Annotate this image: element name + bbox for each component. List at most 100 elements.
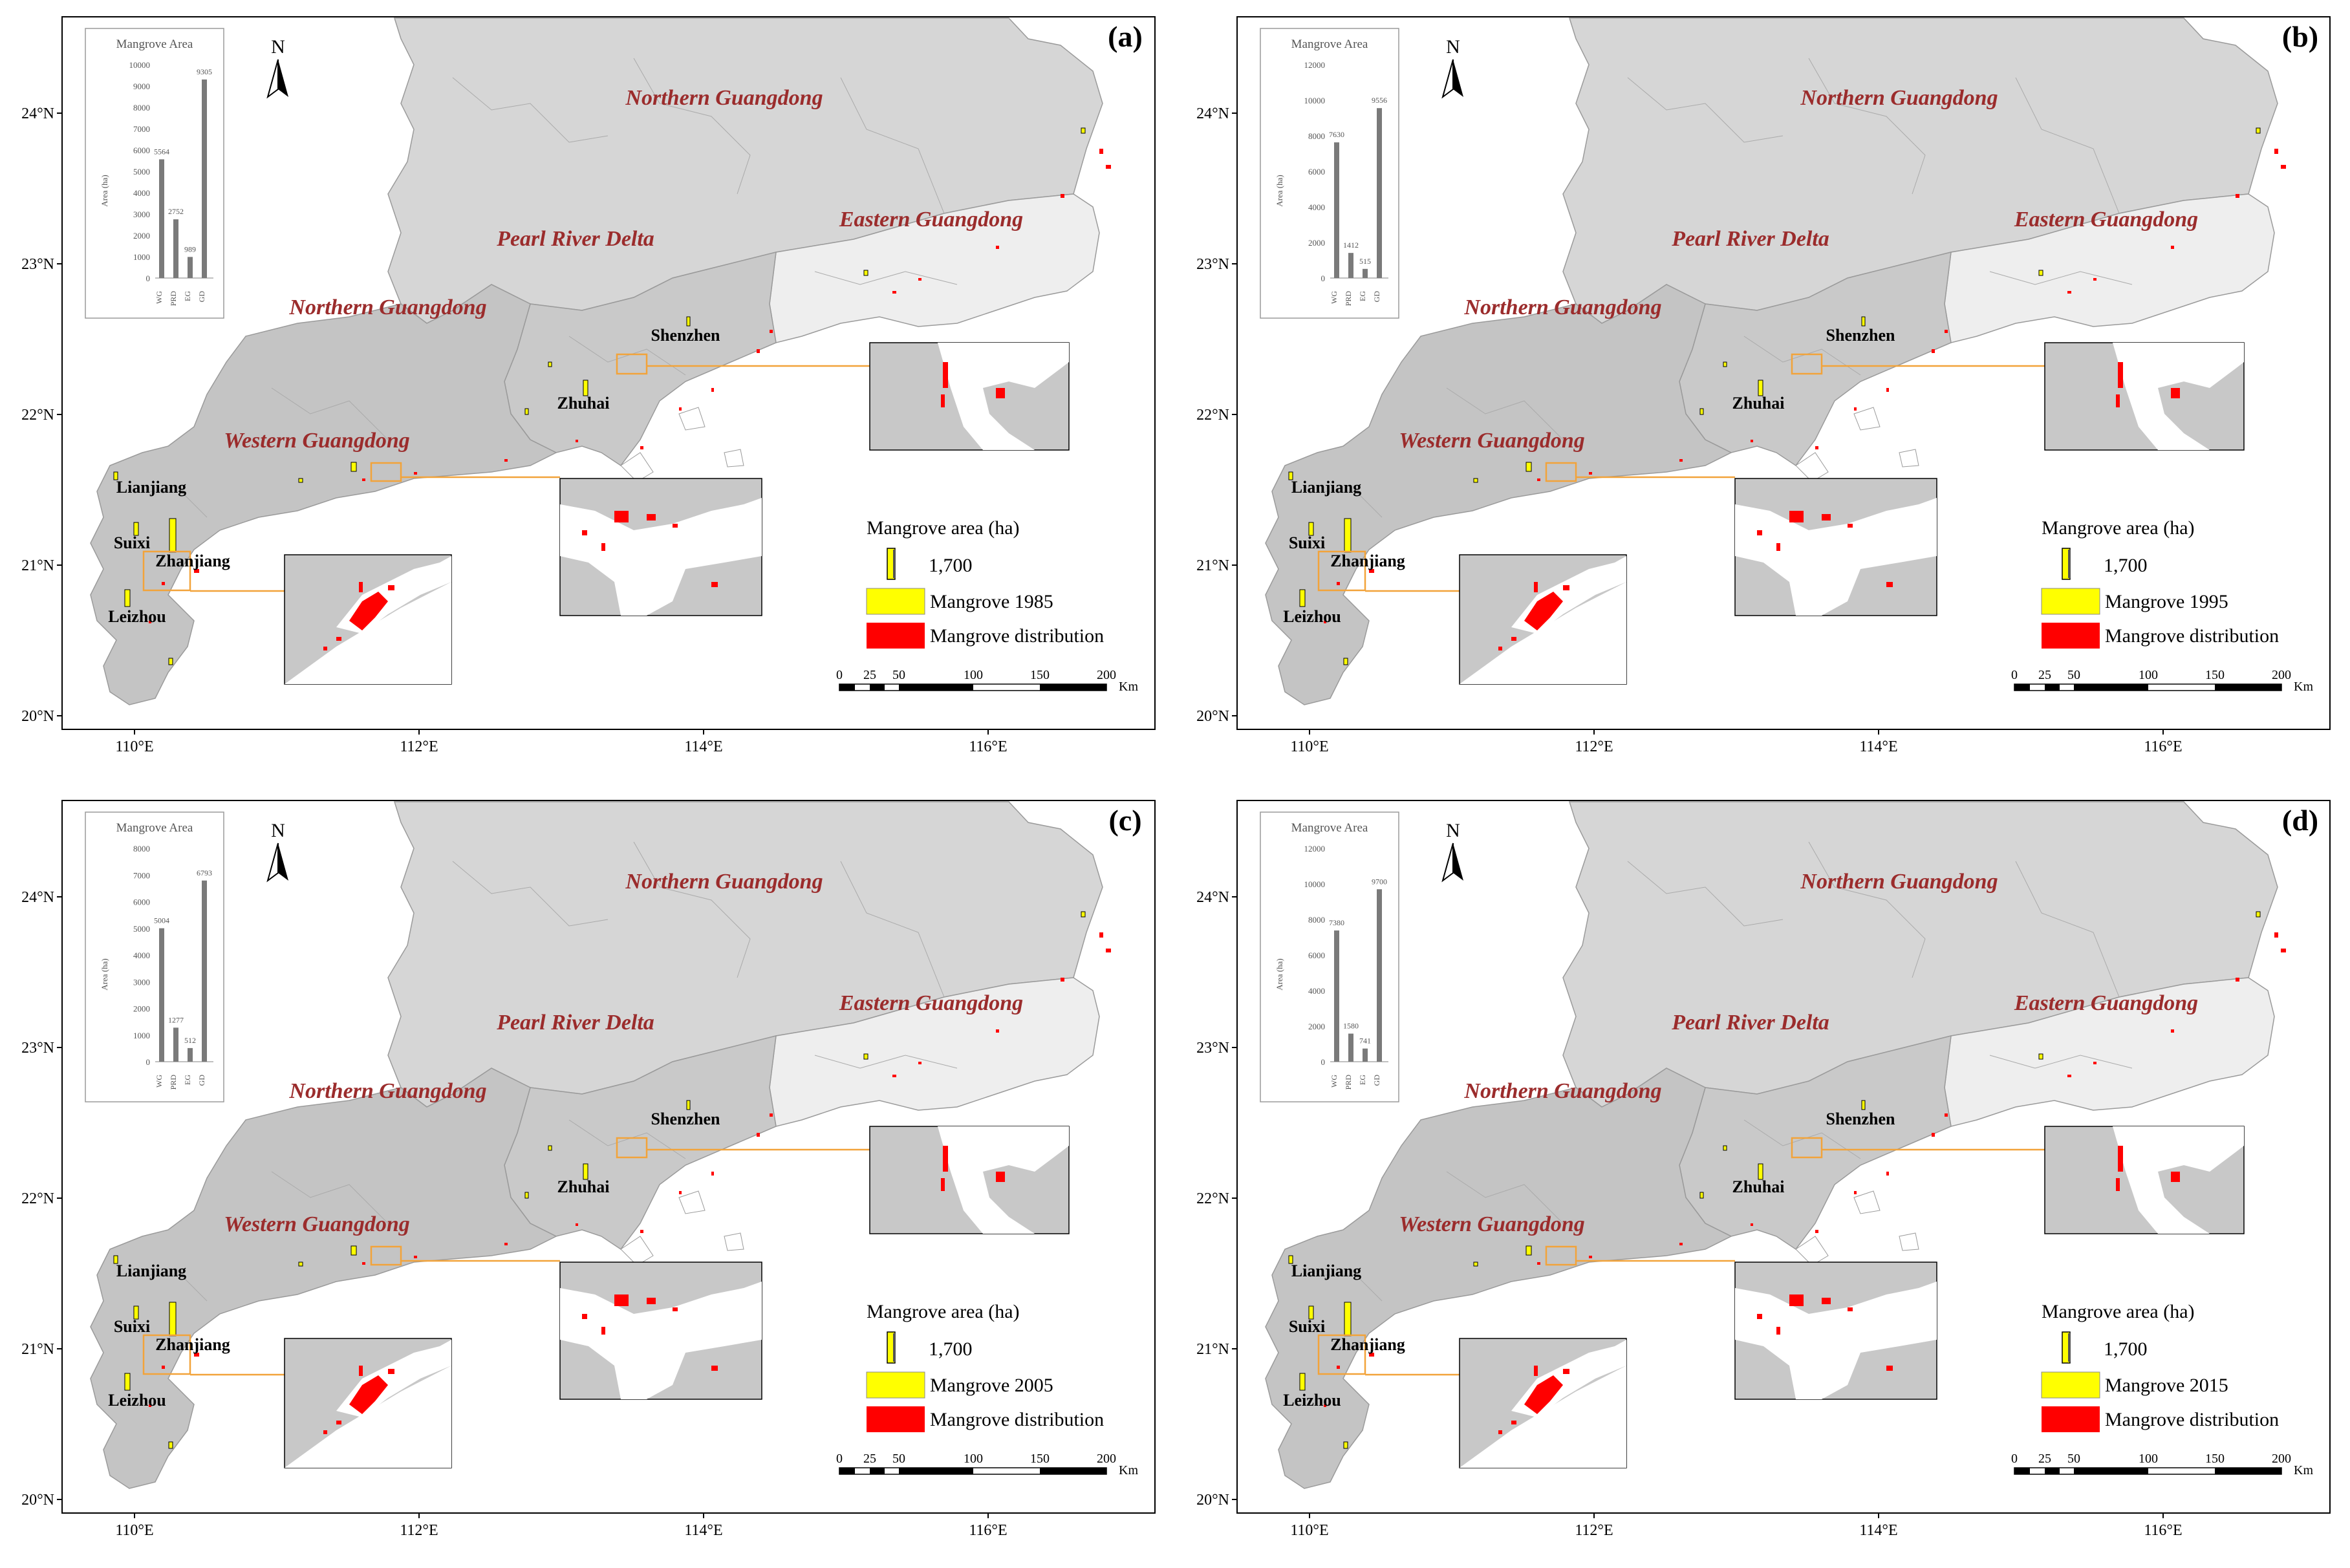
legend-year-label: Mangrove 1995 — [2105, 591, 2228, 612]
inset-chart-yticks: 0 2000 4000 6000 8000 10000 12000 — [1304, 844, 1326, 1067]
lon-label-116: 116°E — [2144, 1522, 2182, 1539]
inset-chart-ytick: 3000 — [133, 977, 150, 987]
lat-label-22: 22°N — [1196, 407, 1229, 424]
region-label-eastern: Eastern Guangdong — [839, 991, 1023, 1015]
lat-label-24: 24°N — [1196, 105, 1229, 122]
lon-label-110: 110°E — [115, 738, 153, 755]
map-legend: Mangrove area (ha) 1,700 Mangrove 1995 M… — [2041, 517, 2279, 649]
city-label-zhanjiang: Zhanjiang — [155, 552, 230, 570]
inset-chart-ytick: 2000 — [1308, 1022, 1325, 1031]
inset-chart-ytick: 4000 — [133, 950, 150, 960]
inset-chart-xlabel: PRD — [169, 291, 178, 306]
inset-chart-title: Mangrove Area — [116, 821, 193, 835]
inset-chart-bar-eg — [188, 257, 193, 278]
inset-chart-xlabel: GD — [197, 1075, 206, 1086]
lon-label-114: 114°E — [684, 1522, 722, 1539]
city-label-lianjiang: Lianjiang — [1291, 478, 1361, 497]
inset-chart-frame — [85, 28, 224, 319]
city-label-suixi: Suixi — [1289, 1317, 1325, 1336]
inset-chart-bar-value: 5004 — [154, 916, 169, 925]
city-label-shenzhen: Shenzhen — [1826, 326, 1895, 345]
region-label-northern-2: Northern Guangdong — [1463, 295, 1661, 319]
legend-distribution-label: Mangrove distribution — [2105, 625, 2279, 647]
svg-text:Km: Km — [1119, 1463, 1138, 1477]
svg-text:150: 150 — [2205, 668, 2225, 682]
inset-chart-ytick: 6000 — [133, 897, 150, 907]
legend-year-swatch — [2041, 1371, 2100, 1399]
inset-chart-bar-value: 5564 — [154, 147, 169, 156]
inset-chart-xlabel: WG — [155, 1075, 164, 1088]
mangrove-size-symbols — [1288, 127, 2261, 665]
lat-label-23: 23°N — [1196, 256, 1229, 273]
legend-title: Mangrove area (ha) — [2042, 517, 2195, 539]
svg-text:25: 25 — [2038, 1452, 2051, 1466]
inset-chart-bar-wg — [159, 928, 164, 1062]
legend-distribution-label: Mangrove distribution — [930, 1409, 1104, 1430]
region-label-eastern: Eastern Guangdong — [2014, 991, 2198, 1015]
map-panel-d: 24°N 23°N 22°N 21°N 20°N 110°E 112°E 114… — [1175, 784, 2350, 1567]
lat-label-24: 24°N — [21, 889, 54, 906]
inset-chart-bar-value: 9556 — [1372, 96, 1387, 105]
inset-chart-ytick: 1000 — [133, 1031, 150, 1040]
lat-label-22: 22°N — [1196, 1190, 1229, 1207]
lat-label-20: 20°N — [21, 708, 54, 725]
svg-text:200: 200 — [2272, 668, 2291, 682]
inset-connectors — [142, 1137, 870, 1376]
inset-chart-ytick: 5000 — [133, 167, 150, 177]
lon-label-114: 114°E — [1859, 1522, 1897, 1539]
city-label-leizhou: Leizhou — [108, 1391, 166, 1410]
mangrove-size-symbols — [113, 127, 1086, 665]
svg-text:0: 0 — [2011, 668, 2018, 682]
inset-chart-bar-eg — [1363, 1048, 1368, 1062]
inset-chart-frame — [1260, 28, 1399, 319]
svg-text:N: N — [1446, 820, 1460, 841]
inset-chart-xlabel: GD — [1372, 1075, 1381, 1086]
inset-chart-xlabel: PRD — [1344, 1075, 1353, 1090]
inset-chart-ylabel: Area (ha) — [1275, 958, 1284, 990]
inset-chart-ytick: 3000 — [133, 209, 150, 219]
coastal-mangrove-distribution — [1324, 149, 2286, 623]
inset-chart-xlabel: WG — [155, 291, 164, 304]
inset-chart-xlabel: EG — [1358, 291, 1367, 301]
inset-chart-yticks: 0 1000 2000 3000 4000 5000 6000 7000 8000 9000 100… — [129, 60, 151, 283]
city-label-leizhou: Leizhou — [108, 607, 166, 626]
city-label-zhuhai: Zhuhai — [1732, 394, 1785, 413]
svg-text:Km: Km — [2294, 1463, 2313, 1477]
inset-chart-bar-wg — [159, 159, 164, 278]
legend-distribution-swatch — [867, 623, 925, 649]
inset-chart-xlabel: GD — [1372, 291, 1381, 303]
inset-chart-xlabel: GD — [197, 291, 206, 303]
lon-label-112: 112°E — [1575, 738, 1613, 755]
inset-chart-bar-value: 9700 — [1372, 877, 1387, 886]
svg-text:50: 50 — [892, 668, 905, 682]
lat-label-20: 20°N — [1196, 708, 1229, 725]
inset-leizhou-bay — [559, 1262, 762, 1400]
guangdong-land — [1265, 17, 2278, 705]
latitude-axis: 24°N 23°N 22°N 21°N 20°N — [21, 889, 62, 1509]
svg-text:50: 50 — [2067, 668, 2080, 682]
legend-title: Mangrove area (ha) — [867, 1301, 1020, 1322]
scale-bar: 0 25 50 100 150 200 Km — [836, 668, 1138, 694]
region-label-prd: Pearl River Delta — [496, 227, 654, 251]
inset-chart-bar-value: 515 — [1359, 257, 1371, 266]
lon-label-114: 114°E — [684, 738, 722, 755]
inset-chart-xlabel: PRD — [1344, 291, 1353, 306]
inset-area-chart: Mangrove Area Area (ha) 0 1000 2000 3000 400… — [85, 811, 224, 1102]
inset-chart-bar-eg — [1363, 268, 1368, 278]
svg-text:100: 100 — [964, 1452, 983, 1466]
region-label-prd: Pearl River Delta — [496, 1011, 654, 1035]
city-label-zhuhai: Zhuhai — [557, 394, 610, 413]
inset-shenzhen — [2044, 342, 2245, 451]
inset-chart-xlabel: WG — [1330, 1075, 1339, 1088]
inset-chart-ytick: 0 — [1321, 274, 1326, 283]
city-label-lianjiang: Lianjiang — [1291, 1262, 1361, 1280]
inset-connectors — [142, 353, 870, 592]
inset-chart-bar-value: 1277 — [168, 1015, 184, 1024]
inset-chart-bar-prd — [1348, 253, 1353, 278]
svg-text:25: 25 — [863, 1452, 876, 1466]
inset-chart-bar-value: 2752 — [168, 207, 184, 216]
map-svg: 24°N 23°N 22°N 21°N 20°N 110°E 112°E 114… — [1196, 800, 2331, 1539]
city-label-shenzhen: Shenzhen — [651, 326, 720, 345]
legend-size-symbol-shadow — [2068, 550, 2071, 578]
